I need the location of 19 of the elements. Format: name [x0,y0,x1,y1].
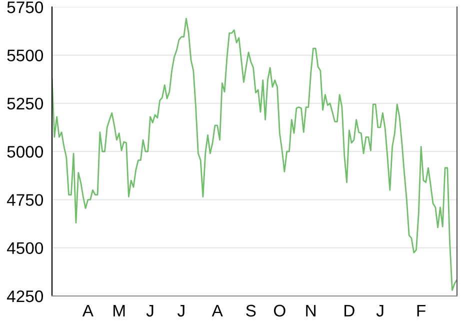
x-tick-label: D [344,304,354,316]
y-tick-label: 5750 [7,1,44,14]
y-tick-label: 4500 [6,242,44,254]
x-tick-label: F [417,304,426,316]
line-series [52,18,457,291]
x-tick-label: J [178,304,184,317]
x-tick-label: J [376,304,384,317]
x-tick-label: M [114,304,125,316]
x-tick-label: N [306,304,316,316]
y-tick-label: 5500 [7,50,44,62]
x-tick-label: J [146,304,154,317]
x-tick-label: O [274,304,286,317]
y-tick-label: 4750 [6,194,44,206]
y-tick-label: 5250 [7,98,44,110]
x-tick-label: S [246,304,256,317]
y-tick-label: 4250 [6,290,44,302]
y-tick-label: 5000 [7,146,44,158]
x-tick-label: A [212,304,223,316]
x-tick-label: A [82,304,94,316]
